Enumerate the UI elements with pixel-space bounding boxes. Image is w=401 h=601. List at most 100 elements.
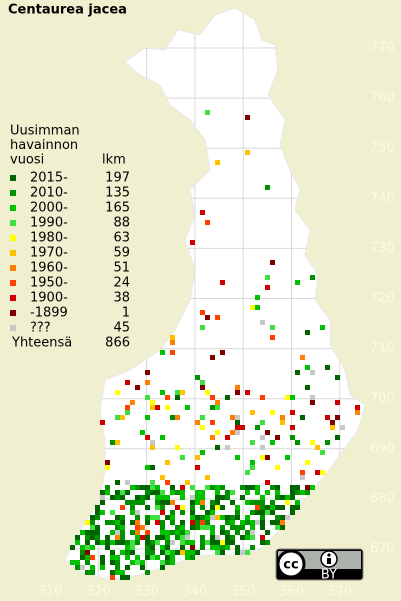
observation-square	[140, 560, 145, 565]
observation-square	[95, 515, 100, 520]
observation-square	[120, 535, 125, 540]
observation-square	[95, 505, 100, 510]
observation-square	[180, 505, 185, 510]
observation-square	[215, 515, 220, 520]
observation-square	[280, 520, 285, 525]
observation-square	[215, 485, 220, 490]
observation-square	[115, 535, 120, 540]
observation-square	[125, 540, 130, 545]
observation-square	[245, 390, 250, 395]
observation-square	[210, 405, 215, 410]
observation-square	[135, 535, 140, 540]
observation-square	[315, 470, 320, 475]
observation-square	[310, 485, 315, 490]
observation-square	[115, 560, 120, 565]
observation-square	[220, 545, 225, 550]
observation-square	[115, 415, 120, 420]
observation-square	[85, 550, 90, 555]
observation-square	[165, 515, 170, 520]
observation-square	[170, 485, 175, 490]
observation-square	[210, 545, 215, 550]
observation-square	[275, 435, 280, 440]
observation-square	[250, 485, 255, 490]
observation-square	[155, 500, 160, 505]
observation-square	[135, 520, 140, 525]
observation-square	[325, 415, 330, 420]
observation-square	[240, 535, 245, 540]
observation-square	[155, 405, 160, 410]
observation-square	[215, 445, 220, 450]
observation-square	[75, 565, 80, 570]
x-axis-label: 350	[231, 585, 256, 600]
observation-square	[265, 430, 270, 435]
y-axis-label: 720	[370, 291, 395, 306]
observation-square	[145, 530, 150, 535]
observation-square	[220, 505, 225, 510]
observation-square	[300, 470, 305, 475]
observation-square	[190, 485, 195, 490]
by-body	[327, 558, 331, 564]
observation-square	[105, 460, 110, 465]
observation-square	[95, 530, 100, 535]
observation-square	[220, 485, 225, 490]
observation-square	[300, 415, 305, 420]
observation-square	[205, 390, 210, 395]
observation-square	[190, 505, 195, 510]
observation-square	[80, 565, 85, 570]
observation-square	[175, 535, 180, 540]
observation-square	[150, 545, 155, 550]
observation-square	[200, 490, 205, 495]
legend-total: 866	[105, 336, 130, 351]
observation-square	[215, 495, 220, 500]
observation-square	[235, 545, 240, 550]
legend-swatch	[10, 190, 16, 196]
observation-square	[305, 330, 310, 335]
observation-square	[105, 545, 110, 550]
observation-square	[180, 520, 185, 525]
observation-square	[215, 405, 220, 410]
observation-square	[330, 425, 335, 430]
legend-swatch	[10, 310, 16, 316]
observation-square	[265, 480, 270, 485]
observation-square	[185, 535, 190, 540]
observation-square	[265, 185, 270, 190]
observation-square	[170, 550, 175, 555]
legend-label: ???	[30, 321, 51, 336]
observation-square	[300, 475, 305, 480]
observation-square	[290, 395, 295, 400]
observation-square	[245, 535, 250, 540]
observation-square	[235, 505, 240, 510]
legend-label: 1990-	[30, 216, 68, 231]
observation-square	[90, 535, 95, 540]
x-axis-label: 330	[134, 585, 159, 600]
observation-square	[165, 500, 170, 505]
observation-square	[265, 510, 270, 515]
observation-square	[210, 355, 215, 360]
observation-square	[235, 420, 240, 425]
observation-square	[225, 445, 230, 450]
observation-square	[205, 315, 210, 320]
observation-square	[210, 535, 215, 540]
observation-square	[270, 505, 275, 510]
observation-square	[285, 395, 290, 400]
license-badge: cc BY	[275, 548, 364, 583]
observation-square	[205, 220, 210, 225]
observation-square	[195, 550, 200, 555]
observation-square	[215, 490, 220, 495]
observation-square	[125, 575, 130, 580]
observation-square	[310, 395, 315, 400]
observation-square	[125, 410, 130, 415]
observation-square	[190, 240, 195, 245]
legend-swatch	[10, 295, 16, 301]
observation-square	[125, 545, 130, 550]
observation-square	[315, 445, 320, 450]
legend-swatch	[10, 235, 16, 241]
observation-square	[265, 505, 270, 510]
observation-square	[160, 545, 165, 550]
observation-square	[230, 430, 235, 435]
y-axis-label: 750	[370, 141, 395, 156]
observation-square	[195, 495, 200, 500]
observation-square	[150, 405, 155, 410]
observation-square	[165, 480, 170, 485]
